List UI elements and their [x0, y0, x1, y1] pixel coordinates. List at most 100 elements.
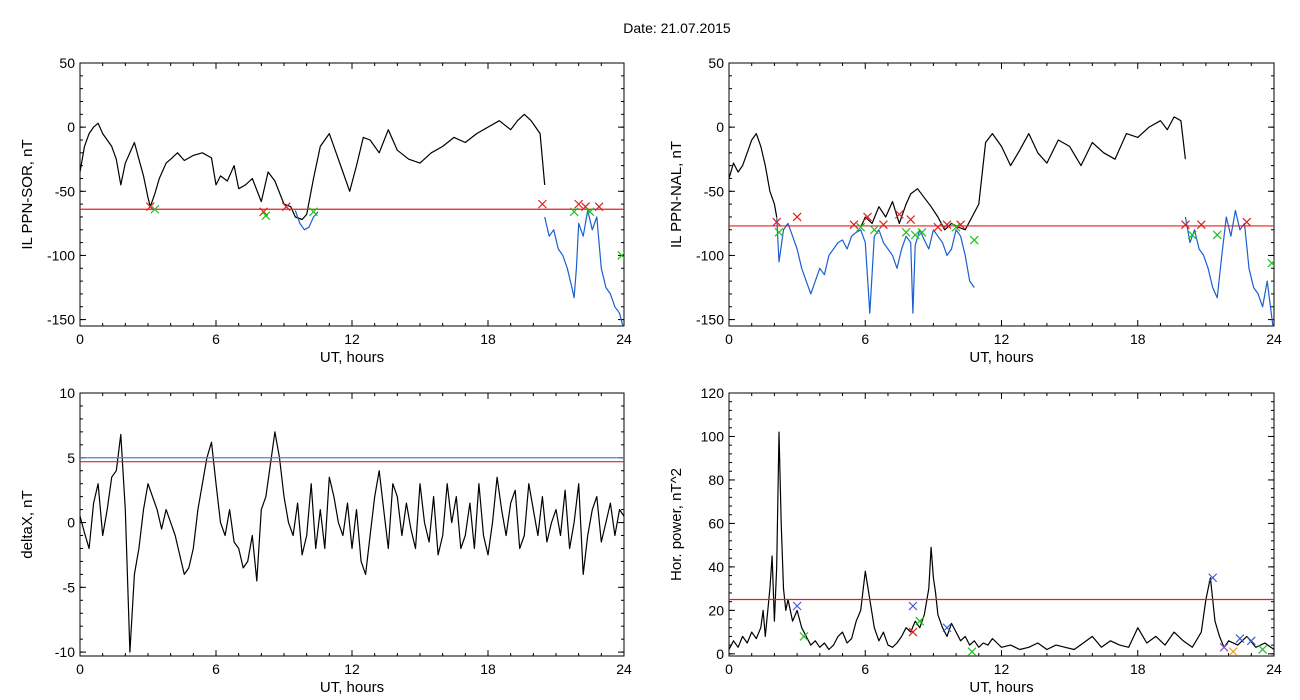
event-marker: [1228, 647, 1238, 656]
x-axis-label: UT, hours: [969, 679, 1033, 696]
event-marker-stroke: [792, 601, 802, 611]
event-marker-stroke: [1258, 645, 1268, 654]
panel-hor-power: 0 6 12 18 24 120 100 80 60 40 20 0 UT, hours Hor. pow…: [668, 385, 1282, 696]
event-marker: [1235, 634, 1245, 644]
event-marker: [951, 222, 961, 232]
y-tick-label: 5: [67, 450, 75, 466]
plot-data: [729, 431, 1274, 656]
event-marker-stroke: [581, 202, 590, 212]
event-marker: [569, 207, 579, 217]
event-marker: [617, 251, 624, 260]
x-axis-label: UT, hours: [320, 349, 384, 366]
event-marker-stroke: [856, 222, 866, 232]
event-marker: [906, 215, 916, 224]
event-marker: [150, 204, 160, 214]
event-marker: [1208, 573, 1218, 583]
event-marker-stroke: [1235, 634, 1245, 644]
y-tick-label: 80: [708, 472, 724, 488]
x-tick-label: 24: [1266, 331, 1282, 347]
event-marker: [1181, 220, 1190, 230]
event-marker-stroke: [1208, 573, 1218, 583]
x-tick-label: 12: [994, 331, 1010, 347]
event-marker: [908, 601, 918, 611]
y-tick-label: -100: [47, 247, 75, 263]
event-marker-stroke: [908, 627, 918, 637]
y-tick-label: -5: [63, 579, 76, 595]
x-tick-label: 0: [76, 331, 84, 347]
x-tick-label: 18: [480, 661, 496, 677]
event-marker-stroke: [1242, 217, 1252, 227]
y-tick-label: 0: [716, 646, 724, 662]
event-marker: [967, 647, 977, 656]
highlight-series-line: [294, 210, 319, 231]
x-tick-label: 12: [994, 661, 1010, 677]
event-marker: [933, 222, 943, 232]
event-marker: [917, 227, 927, 237]
y-tick-label: 0: [67, 515, 75, 531]
plot-data: [80, 431, 624, 653]
event-marker: [878, 220, 888, 230]
event-marker: [309, 207, 318, 217]
event-marker-stroke: [150, 204, 160, 214]
y-tick-label: -50: [55, 183, 75, 199]
event-marker-stroke: [894, 209, 904, 219]
event-marker-stroke: [869, 225, 879, 235]
y-axis-label: Hor. power, nT^2: [668, 468, 685, 581]
x-axis-label: UT, hours: [320, 679, 384, 696]
x-tick-label: 6: [212, 661, 220, 677]
event-marker-stroke: [594, 202, 604, 212]
y-tick-label: -150: [47, 312, 75, 328]
event-marker: [1196, 220, 1206, 230]
event-marker: [281, 202, 291, 212]
event-marker-stroke: [1181, 220, 1190, 230]
y-tick-label: 120: [701, 385, 725, 401]
event-marker-stroke: [942, 623, 952, 633]
y-tick-label: -100: [696, 247, 724, 263]
event-marker: [594, 202, 604, 212]
highlight-series-line: [1184, 209, 1274, 326]
data-series-line: [729, 431, 1274, 651]
figure-title: Date: 21.07.2015: [623, 20, 731, 36]
plot-data: [80, 113, 624, 326]
x-tick-label: 24: [616, 331, 632, 347]
y-axis-label: IL PPN-NAL, nT: [668, 141, 685, 248]
x-tick-label: 6: [212, 331, 220, 347]
event-marker: [969, 235, 979, 245]
highlight-series-line: [544, 209, 624, 326]
event-marker: [537, 199, 547, 209]
event-marker-stroke: [774, 227, 784, 237]
event-marker-stroke: [569, 207, 579, 217]
event-marker-stroke: [1246, 636, 1256, 646]
event-marker-stroke: [908, 601, 918, 611]
event-marker-stroke: [933, 222, 943, 232]
y-tick-label: -150: [696, 312, 724, 328]
event-marker-stroke: [145, 202, 155, 212]
event-marker-stroke: [799, 632, 809, 641]
y-axis-label: IL PPN-SOR, nT: [19, 139, 36, 249]
event-marker: [1219, 642, 1229, 652]
event-marker: [792, 601, 802, 611]
event-marker: [942, 623, 952, 633]
event-marker-stroke: [878, 220, 888, 230]
event-marker: [956, 220, 966, 230]
y-tick-label: 0: [67, 119, 75, 135]
event-marker-stroke: [863, 212, 872, 222]
event-marker: [799, 632, 809, 641]
event-marker-stroke: [910, 230, 920, 240]
x-tick-label: 6: [861, 331, 869, 347]
x-tick-label: 18: [1130, 331, 1146, 347]
highlight-series-line: [776, 216, 975, 314]
event-marker-stroke: [585, 207, 595, 217]
panel-deltax: 0 6 12 18 24 10 5 0 -5 -10 UT, hours deltaX, nT: [19, 385, 632, 696]
x-tick-label: 18: [1130, 661, 1146, 677]
plot-frame: [79, 62, 625, 327]
y-tick-label: -10: [55, 644, 75, 660]
data-series-line: [80, 431, 624, 653]
y-tick-label: 10: [59, 385, 75, 401]
x-tick-label: 18: [480, 331, 496, 347]
plot-frame: [728, 392, 1275, 657]
event-marker: [145, 202, 155, 212]
y-tick-label: 40: [708, 559, 724, 575]
event-marker-stroke: [259, 207, 269, 217]
